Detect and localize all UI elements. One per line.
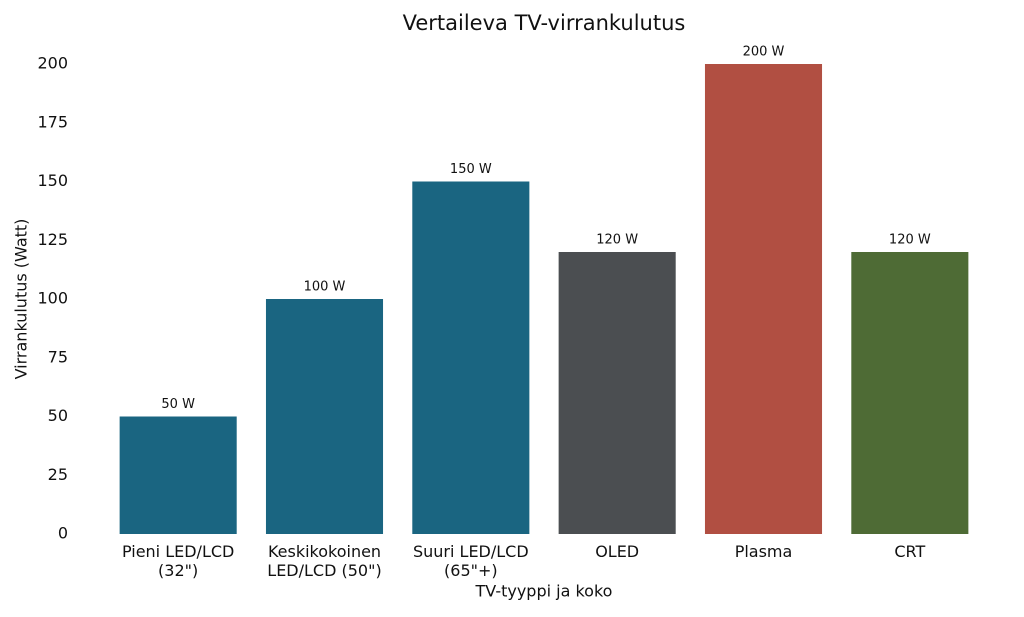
y-axis-label: Virrankulutus (Watt) xyxy=(12,219,31,380)
y-tick-label: 75 xyxy=(48,347,68,366)
bar xyxy=(704,64,823,534)
x-tick-label: CRT xyxy=(894,542,926,561)
y-tick-label: 0 xyxy=(58,524,68,543)
y-tick-label: 100 xyxy=(37,289,68,308)
bar xyxy=(851,252,969,534)
value-label: 120 W xyxy=(596,233,638,248)
y-tick-label: 200 xyxy=(37,54,68,73)
bar xyxy=(119,416,237,534)
value-label: 50 W xyxy=(161,397,195,412)
y-tick-label: 175 xyxy=(37,112,68,131)
value-label: 150 W xyxy=(450,162,492,177)
chart-title: Vertaileva TV-virrankulutus xyxy=(403,11,686,35)
y-tick-label: 50 xyxy=(48,406,68,425)
x-tick-label: Plasma xyxy=(734,542,793,561)
bar xyxy=(265,299,384,534)
x-tick-label: Pieni LED/LCD (32") xyxy=(121,542,235,580)
value-label: 100 W xyxy=(304,280,346,295)
value-label: 200 W xyxy=(743,45,785,60)
y-tick-label: 150 xyxy=(37,171,68,190)
value-label: 120 W xyxy=(889,233,931,248)
y-tick-label: 125 xyxy=(37,230,68,249)
x-axis-label: TV-tyyppi ja koko xyxy=(475,582,613,601)
x-tick-label: Suuri LED/LCD (65"+) xyxy=(412,542,529,580)
x-tick-label: OLED xyxy=(595,542,640,561)
bar xyxy=(558,252,676,534)
x-tick-label: Keskikokoinen LED/LCD (50") xyxy=(267,542,382,580)
y-tick-label: 25 xyxy=(48,465,68,484)
bar xyxy=(412,181,530,534)
